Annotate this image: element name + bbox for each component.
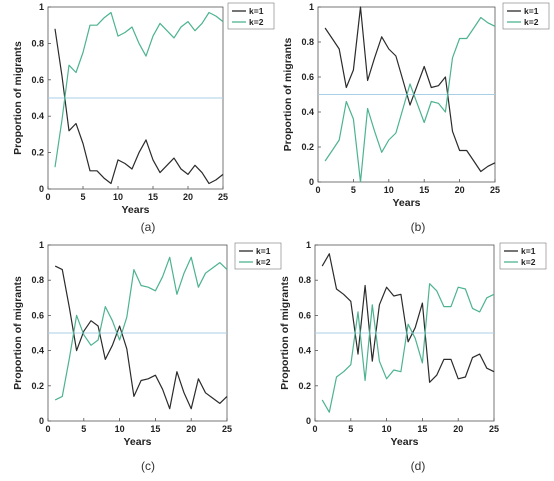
y-tick-label: 0 (306, 416, 311, 426)
x-axis-label: Years (392, 197, 420, 209)
chart-panel-d: 0 5 10 15 20 25 0 0.2 0.4 0.6 0.8 1 Years Proportion … (279, 240, 547, 473)
x-tick-label: 25 (489, 424, 499, 434)
legend-label: k=2 (521, 257, 536, 267)
x-tick-label: 5 (80, 192, 85, 202)
y-tick-label: 0.2 (31, 381, 44, 391)
legend: k=1k=2 (234, 242, 282, 270)
y-tick-label: 0.8 (301, 37, 314, 47)
y-tick-label: 0.6 (301, 72, 314, 82)
x-tick-label: 15 (150, 424, 160, 434)
x-tick-label: 10 (384, 185, 394, 195)
y-tick-label: 0.6 (298, 310, 311, 320)
y-tick-label: 0 (39, 184, 44, 194)
legend-label: k=2 (256, 257, 271, 267)
panel-caption: (d) (411, 459, 426, 473)
x-tick-label: 20 (183, 192, 193, 202)
y-axis-label: Proportion of migrants (12, 41, 24, 155)
legend-label: k=1 (521, 246, 536, 256)
x-tick-label: 15 (419, 185, 429, 195)
legend-label: k=2 (249, 17, 264, 27)
x-tick-label: 15 (417, 424, 427, 434)
series-line-k1 (321, 253, 495, 383)
y-tick-label: 0 (39, 416, 44, 426)
series-line-k1 (54, 265, 228, 410)
x-tick-label: 10 (115, 424, 125, 434)
x-tick-label: 0 (312, 424, 317, 434)
y-tick-label: 1 (39, 240, 44, 250)
x-axis-label: Years (121, 204, 149, 216)
legend-label: k=1 (524, 6, 539, 16)
chart-panel-a: 0 5 10 15 20 25 0 0.2 0.4 0.6 0.8 1 Years Proportion … (12, 2, 275, 234)
panel-caption: (b) (411, 220, 426, 234)
series-line-k2 (54, 256, 228, 401)
y-tick-label: 0.2 (298, 381, 311, 391)
y-axis-label: Proportion of migrants (12, 276, 24, 390)
x-tick-label: 15 (148, 192, 158, 202)
x-tick-label: 5 (81, 424, 86, 434)
legend: k=1k=2 (227, 2, 275, 30)
y-tick-label: 1 (39, 2, 44, 12)
x-tick-label: 5 (348, 424, 353, 434)
chart-panel-b: 0 5 10 15 20 25 0 0.2 0.4 0.6 0.8 1 Years Proportion … (282, 2, 550, 234)
chart-panel-c: 0 5 10 15 20 25 0 0.2 0.4 0.6 0.8 1 Years Proportion … (12, 240, 282, 473)
y-tick-label: 0.8 (31, 38, 44, 48)
panel-caption: (a) (141, 220, 156, 234)
x-tick-label: 20 (186, 424, 196, 434)
series-line-k1 (324, 6, 496, 173)
legend-box (502, 2, 550, 30)
y-tick-label: 0.4 (31, 346, 44, 356)
series-line-k1 (54, 28, 224, 185)
x-tick-label: 25 (218, 192, 228, 202)
y-tick-label: 0.2 (301, 142, 314, 152)
y-tick-label: 0.8 (298, 275, 311, 285)
x-tick-label: 0 (45, 192, 50, 202)
series-line-k2 (321, 283, 495, 413)
x-tick-label: 10 (382, 424, 392, 434)
legend-box (234, 242, 282, 270)
x-tick-label: 25 (222, 424, 232, 434)
legend-box (227, 2, 275, 30)
legend-label: k=2 (524, 17, 539, 27)
x-axis-label: Years (123, 436, 151, 448)
legend: k=1k=2 (502, 2, 550, 30)
y-axis-label: Proportion of migrants (282, 37, 294, 151)
y-tick-label: 0.4 (31, 111, 44, 121)
x-tick-label: 20 (453, 424, 463, 434)
y-tick-label: 1 (309, 2, 314, 12)
y-tick-label: 0.4 (301, 107, 314, 117)
x-tick-label: 0 (315, 185, 320, 195)
series-line-k2 (54, 11, 224, 168)
legend-box (499, 242, 547, 270)
y-tick-label: 0.4 (298, 346, 311, 356)
x-tick-label: 5 (351, 185, 356, 195)
x-tick-label: 0 (45, 424, 50, 434)
y-tick-label: 0 (309, 177, 314, 187)
y-tick-label: 0.6 (31, 75, 44, 85)
y-tick-label: 1 (306, 240, 311, 250)
legend-label: k=1 (256, 246, 271, 256)
y-tick-label: 0.6 (31, 310, 44, 320)
y-axis-label: Proportion of migrants (279, 276, 291, 390)
y-tick-label: 0.8 (31, 275, 44, 285)
legend: k=1k=2 (499, 242, 547, 270)
series-line-k2 (324, 16, 496, 183)
legend-label: k=1 (249, 6, 264, 16)
x-tick-label: 25 (490, 185, 500, 195)
y-tick-label: 0.2 (31, 148, 44, 158)
panel-caption: (c) (141, 459, 155, 473)
x-tick-label: 10 (113, 192, 123, 202)
x-tick-label: 20 (455, 185, 465, 195)
x-axis-label: Years (390, 436, 418, 448)
